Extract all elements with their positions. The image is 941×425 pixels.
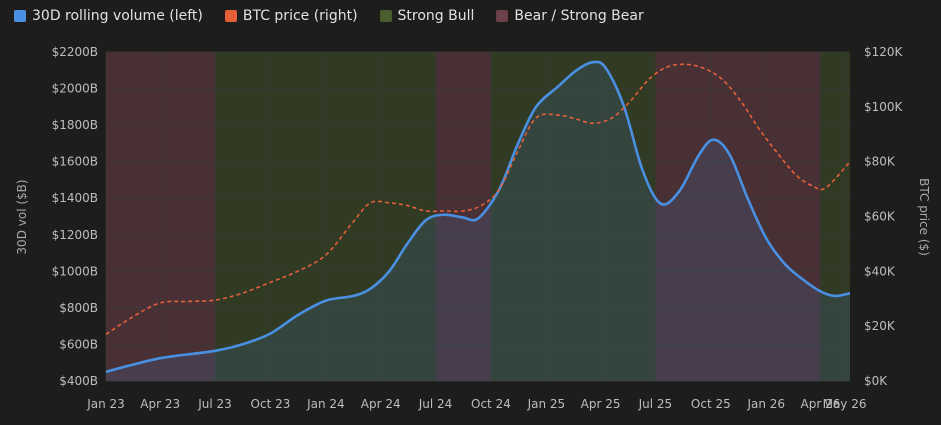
chart-legend: 30D rolling volume (left) BTC price (rig… bbox=[14, 8, 666, 24]
y-left-tick-5: $1400B bbox=[52, 191, 98, 205]
y-right-tick-1: $20K bbox=[864, 319, 896, 333]
y-axis-right: $0K $20K $40K $60K $80K $100K $120K bbox=[864, 45, 904, 388]
y-left-tick-3: $1000B bbox=[52, 264, 98, 278]
legend-label-bear: Bear / Strong Bear bbox=[514, 8, 644, 24]
legend-swatch-volume bbox=[14, 10, 26, 22]
legend-label-volume: 30D rolling volume (left) bbox=[32, 8, 203, 24]
y-left-tick-6: $1600B bbox=[52, 155, 98, 169]
legend-swatch-strong-bull bbox=[379, 10, 392, 22]
legend-label-price: BTC price (right) bbox=[242, 8, 358, 24]
volume-line bbox=[105, 60, 851, 374]
legend-label-strong-bull: Strong Bull bbox=[397, 8, 475, 24]
x-tick-0: Jan 23 bbox=[86, 397, 125, 411]
x-tick-2: Jul 23 bbox=[197, 397, 232, 411]
legend-swatch-bear bbox=[496, 10, 509, 22]
y-right-tick-5: $100K bbox=[864, 100, 904, 114]
x-tick-5: Apr 24 bbox=[361, 397, 401, 411]
regime-band-strong-bull-3 bbox=[490, 52, 656, 381]
btc-price-line bbox=[105, 63, 851, 336]
regime-band-bear-4 bbox=[655, 52, 821, 381]
x-tick-8: Jan 25 bbox=[527, 397, 566, 411]
legend-item-bear[interactable]: Bear / Strong Bear bbox=[496, 8, 644, 24]
y-right-tick-3: $60K bbox=[864, 210, 896, 224]
y-left-tick-8: $2000B bbox=[52, 82, 98, 96]
x-tick-9: Apr 25 bbox=[581, 397, 621, 411]
legend-item-strong-bull[interactable]: Strong Bull bbox=[379, 8, 475, 24]
y-left-tick-2: $800B bbox=[59, 301, 98, 315]
y-right-tick-0: $0K bbox=[864, 374, 888, 388]
y-left-tick-9: $2200B bbox=[52, 45, 98, 59]
x-tick-4: Jan 24 bbox=[306, 397, 345, 411]
series-lines bbox=[105, 60, 851, 374]
y-left-tick-7: $1800B bbox=[52, 118, 98, 132]
legend-item-volume[interactable]: 30D rolling volume (left) bbox=[14, 8, 203, 24]
x-tick-12: Jan 26 bbox=[746, 397, 785, 411]
x-tick-3: Oct 23 bbox=[251, 397, 291, 411]
y-axis-left-title: 30D vol ($B) bbox=[15, 179, 29, 254]
x-tick-1: Apr 23 bbox=[140, 397, 180, 411]
x-tick-10: Jul 25 bbox=[638, 397, 673, 411]
y-axis-right-title: BTC price ($) bbox=[917, 178, 931, 256]
y-left-tick-1: $600B bbox=[59, 337, 98, 351]
y-right-tick-4: $80K bbox=[864, 155, 896, 169]
volume-area bbox=[106, 61, 850, 381]
x-tick-7: Oct 24 bbox=[471, 397, 511, 411]
y-right-tick-2: $40K bbox=[864, 264, 896, 278]
x-tick-13: Apr 26 bbox=[801, 397, 841, 411]
x-axis: Jan 23 Apr 23 Jul 23 Oct 23 Jan 24 Apr 24 Jul … bbox=[86, 397, 866, 411]
y-right-tick-6: $120K bbox=[864, 45, 904, 59]
x-tick-14: May 26 bbox=[823, 397, 867, 411]
legend-swatch-price bbox=[224, 10, 237, 22]
x-tick-6: Jul 24 bbox=[418, 397, 453, 411]
y-left-tick-4: $1200B bbox=[52, 228, 98, 242]
grid-lines bbox=[105, 51, 850, 382]
volume-area-fill bbox=[106, 61, 850, 381]
x-tick-11: Oct 25 bbox=[691, 397, 731, 411]
regime-band-strong-bull-1 bbox=[215, 52, 436, 381]
regime-band-strong-bull-5 bbox=[820, 52, 850, 381]
y-left-tick-0: $400B bbox=[59, 374, 98, 388]
y-axis-left: $400B $600B $800B $1000B $1200B $1400B $1600B $… bbox=[52, 45, 98, 388]
legend-item-price[interactable]: BTC price (right) bbox=[224, 8, 358, 24]
